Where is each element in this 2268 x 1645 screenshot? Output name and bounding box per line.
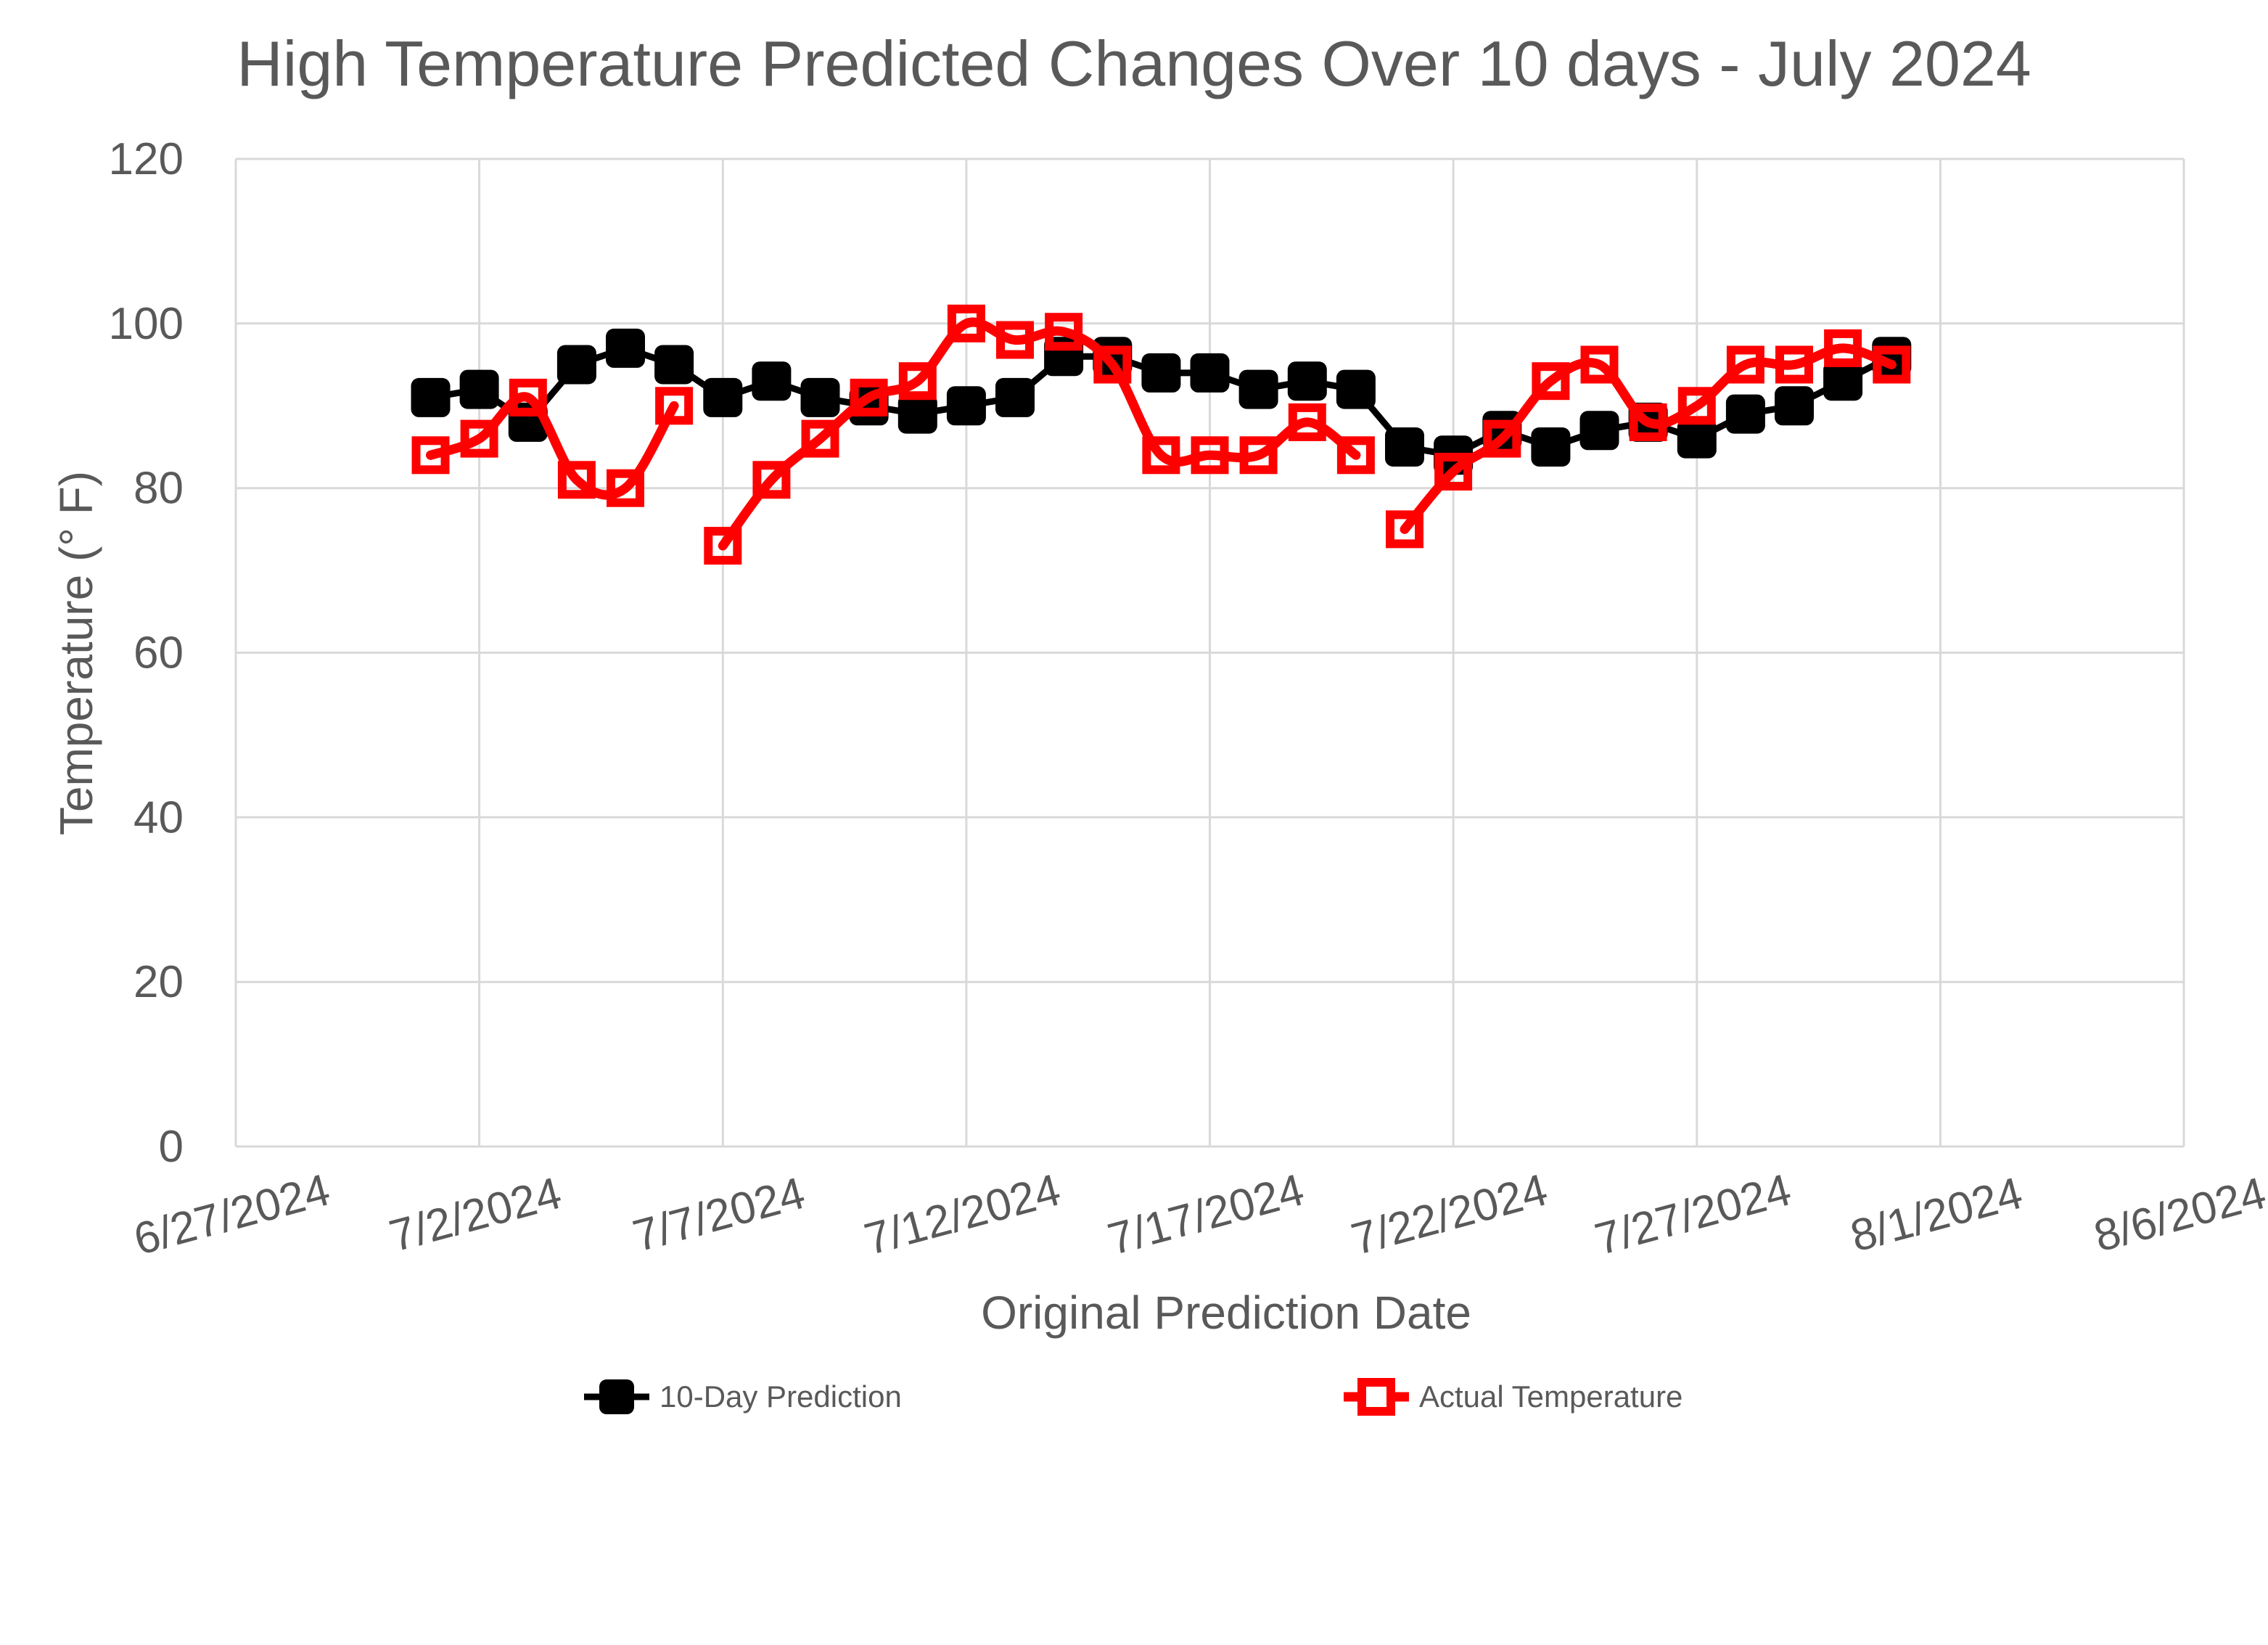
prediction-marker: [1775, 386, 1814, 426]
actual-legend-label: Actual Temperature: [1419, 1379, 1683, 1414]
x-tick-label: 7/27/2024: [1590, 1165, 1796, 1265]
prediction-marker: [995, 377, 1035, 417]
actual-legend-marker-icon: [1344, 1378, 1409, 1416]
actual-marker: [557, 461, 596, 499]
actual-marker: [1824, 329, 1862, 367]
actual-marker: [509, 378, 547, 417]
prediction-marker: [654, 345, 694, 385]
x-tick-label: 8/1/2024: [1846, 1168, 2028, 1262]
prediction-marker: [703, 377, 743, 417]
legend-item-prediction: 10-Day Prediction: [584, 1373, 902, 1421]
actual-marker: [1629, 403, 1667, 441]
prediction-marker: [1287, 361, 1327, 401]
x-axis-title: Original Prediction Date: [981, 1287, 1471, 1339]
x-tick-label: 7/7/2024: [628, 1168, 810, 1262]
y-tick-label: 120: [109, 134, 184, 184]
actual-marker: [1093, 345, 1132, 384]
prediction-legend-marker-icon: [584, 1379, 649, 1414]
x-tick-label: 7/2/2024: [385, 1168, 567, 1262]
y-tick-label: 40: [133, 792, 184, 842]
actual-line: [718, 317, 1361, 551]
prediction-marker: [1725, 394, 1765, 434]
actual-marker: [1726, 345, 1764, 384]
prediction-marker: [946, 386, 986, 426]
actual-marker: [1483, 419, 1521, 458]
actual-marker: [898, 362, 937, 401]
prediction-legend-label: 10-Day Prediction: [660, 1379, 902, 1414]
prediction-marker: [1141, 353, 1181, 393]
actual-marker: [1191, 436, 1229, 475]
y-tick-label: 20: [133, 957, 184, 1007]
actual-marker: [1775, 345, 1813, 384]
actual-marker: [1580, 345, 1619, 384]
actual-marker: [801, 419, 839, 458]
actual-marker: [411, 436, 450, 475]
prediction-marker: [752, 361, 792, 401]
x-tick-label: 7/17/2024: [1103, 1165, 1309, 1265]
actual-marker: [1239, 436, 1278, 475]
prediction-marker: [1579, 411, 1619, 451]
prediction-marker: [606, 328, 645, 368]
prediction-marker: [897, 394, 937, 434]
x-tick-label: 8/6/2024: [2089, 1168, 2268, 1262]
legend-item-actual: Actual Temperature: [1344, 1373, 1682, 1421]
y-tick-label: 80: [133, 464, 184, 514]
y-tick-label: 0: [159, 1122, 184, 1172]
prediction-marker: [800, 377, 840, 417]
x-tick-label: 6/27/2024: [129, 1165, 335, 1265]
actual-marker: [1873, 345, 1911, 384]
prediction-marker: [1531, 427, 1571, 467]
x-tick-label: 7/12/2024: [859, 1165, 1065, 1265]
actual-marker: [996, 321, 1034, 359]
prediction-marker: [1823, 361, 1863, 401]
actual-marker: [704, 527, 742, 565]
y-tick-label: 100: [109, 299, 184, 349]
actual-marker: [460, 419, 498, 458]
prediction-marker: [459, 369, 499, 409]
prediction-marker: [1677, 419, 1717, 459]
actual-marker: [1386, 510, 1423, 549]
actual-marker: [1434, 453, 1473, 491]
actual-marker: [655, 387, 694, 425]
prediction-marker: [556, 345, 596, 385]
actual-line: [1400, 343, 1897, 534]
actual-marker: [607, 469, 644, 507]
prediction-marker: [1336, 369, 1376, 409]
actual-marker: [1677, 387, 1716, 425]
actual-marker: [1532, 362, 1570, 401]
actual-marker: [1045, 313, 1083, 351]
actual-marker: [1288, 403, 1326, 441]
prediction-marker: [1385, 427, 1424, 467]
actual-marker: [850, 378, 888, 417]
prediction-marker: [411, 377, 451, 417]
actual-marker: [1142, 436, 1180, 475]
actual-marker: [1336, 436, 1375, 475]
prediction-marker: [1190, 353, 1230, 393]
actual-marker: [947, 304, 985, 342]
prediction-marker: [1238, 369, 1278, 409]
x-tick-label: 7/22/2024: [1347, 1165, 1553, 1265]
y-tick-label: 60: [133, 628, 184, 678]
chart-title: High Temperature Predicted Changes Over …: [237, 28, 2031, 99]
actual-marker: [752, 461, 791, 499]
